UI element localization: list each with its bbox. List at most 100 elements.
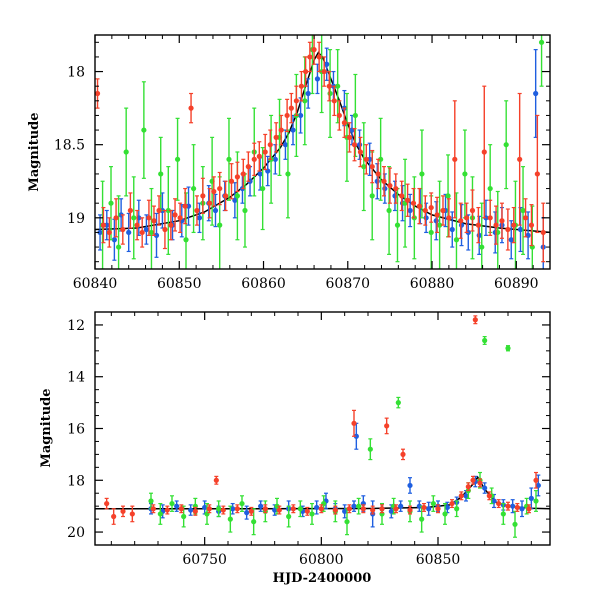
bottom-data-point: [344, 519, 350, 525]
top-data-point: [392, 193, 398, 199]
bottom-data-point: [535, 482, 541, 489]
bottom-data-point: [370, 507, 376, 513]
bottom-data-point: [505, 503, 511, 509]
top-data-point: [134, 222, 140, 228]
top-data-point: [369, 193, 375, 199]
top-y-tick-label: 18: [67, 65, 85, 81]
top-data-point: [469, 207, 476, 214]
top-data-point: [369, 164, 375, 170]
top-data-point: [462, 171, 468, 177]
top-data-point: [387, 183, 393, 189]
bottom-data-point: [227, 516, 233, 522]
top-data-point: [168, 222, 174, 228]
bottom-data-point: [272, 507, 278, 513]
top-data-point: [433, 218, 439, 224]
top-data-point: [272, 156, 278, 162]
top-data-point: [211, 188, 217, 195]
top-data-point: [182, 203, 188, 209]
top-data-point: [428, 204, 434, 211]
bottom-data-point: [444, 504, 450, 511]
bottom-data-point: [248, 508, 254, 514]
top-data-point: [111, 237, 117, 243]
bottom-data-point: [463, 493, 469, 499]
bottom-data-point: [435, 506, 441, 512]
top-data-point: [336, 112, 342, 119]
bottom-data-point: [290, 506, 296, 512]
top-data-point: [183, 237, 189, 243]
top-data-point: [120, 226, 126, 233]
top-data-point: [386, 207, 392, 214]
top-data-point: [217, 222, 223, 228]
top-data-point: [158, 171, 164, 177]
top-data-point: [282, 142, 289, 148]
bottom-data-point: [216, 506, 222, 512]
top-data-point: [382, 185, 388, 192]
top-data-point: [363, 156, 369, 162]
top-x-tick-label: 60860: [241, 276, 286, 292]
top-data-point: [458, 222, 465, 228]
bottom-data-point: [416, 503, 422, 509]
bottom-y-tick-label: 16: [67, 422, 85, 438]
top-data-point: [131, 215, 137, 221]
top-data-point: [273, 134, 279, 140]
top-data-point: [479, 244, 485, 250]
top-data-point: [458, 218, 464, 224]
bottom-data-point: [342, 508, 348, 514]
bottom-data-point: [234, 506, 240, 512]
top-data-point: [522, 215, 529, 221]
bottom-x-tick-label: 60800: [299, 552, 344, 568]
top-data-point: [452, 156, 458, 162]
bottom-data-point: [129, 511, 135, 517]
bottom-data-point: [304, 508, 310, 514]
top-data-point: [232, 197, 238, 203]
bottom-data-point: [157, 511, 163, 517]
top-data-point: [361, 164, 367, 170]
top-data-point: [449, 226, 455, 233]
bottom-data-point: [528, 495, 534, 501]
top-data-point: [143, 226, 149, 233]
top-data-point: [196, 215, 203, 221]
bottom-data-point: [274, 503, 280, 509]
top-data-point: [262, 149, 268, 155]
top-x-tick-label: 60880: [410, 276, 455, 292]
bottom-data-point: [251, 519, 257, 525]
bottom-data-point: [419, 516, 425, 522]
bottom-data-point: [533, 477, 539, 483]
bottom-data-point: [262, 506, 268, 512]
top-data-point: [341, 120, 348, 126]
top-data-point: [127, 207, 133, 214]
top-data-point: [285, 171, 291, 177]
top-data-point: [260, 185, 266, 192]
top-data-point: [378, 156, 384, 162]
top-data-point: [393, 185, 399, 192]
top-data-point: [481, 149, 487, 155]
bottom-data-point: [181, 513, 187, 520]
bottom-data-point: [458, 493, 464, 499]
top-data-point: [162, 226, 168, 233]
bottom-data-point: [169, 500, 175, 507]
top-data-point: [538, 39, 545, 45]
bottom-data-point: [367, 446, 373, 452]
top-data-point: [517, 156, 523, 162]
bottom-data-point: [360, 506, 366, 512]
bottom-data-point: [512, 521, 518, 527]
bottom-data-point: [202, 504, 208, 511]
bottom-data-point: [482, 337, 488, 344]
top-data-point: [217, 185, 223, 192]
bottom-data-point: [104, 500, 110, 507]
top-data-point: [194, 207, 200, 214]
top-data-point: [226, 156, 232, 162]
top-data-point: [228, 178, 235, 184]
bottom-y-axis-title: Magnitude: [39, 388, 54, 467]
top-data-point: [177, 215, 183, 221]
bottom-data-point: [500, 511, 506, 517]
bottom-series-1: [148, 335, 539, 538]
top-data-point: [508, 237, 514, 243]
bottom-data-point: [526, 506, 532, 512]
top-data-point: [240, 171, 246, 177]
top-data-point: [422, 207, 428, 214]
bottom-data-point: [482, 485, 488, 491]
top-data-point: [206, 200, 213, 206]
top-data-point: [321, 68, 327, 75]
full-light-curve-panel: 60750 60800 60850 12 14 16 18 20 Magnitude HJD-…: [39, 311, 551, 586]
